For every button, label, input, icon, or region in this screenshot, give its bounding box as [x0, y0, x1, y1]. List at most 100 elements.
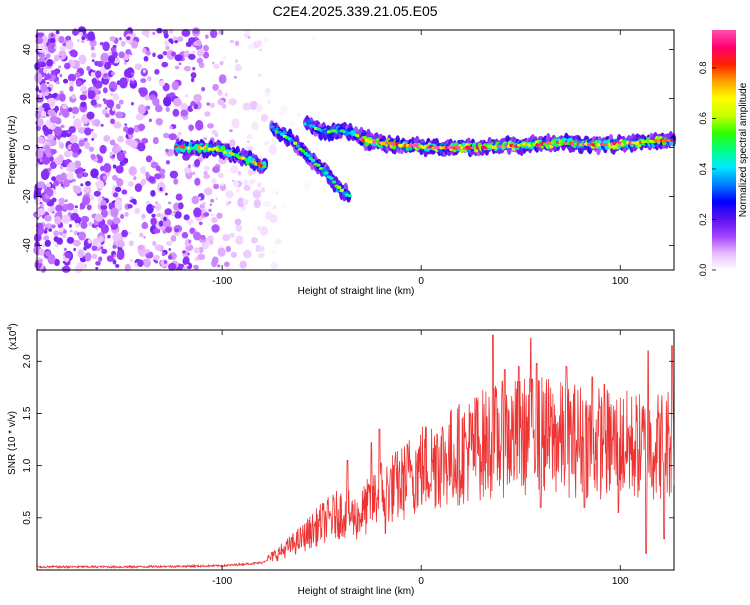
heatmap-cell [219, 61, 224, 66]
heatmap-cell [78, 231, 87, 241]
heatmap-cell [127, 127, 134, 135]
heatmap-cell [295, 112, 302, 119]
heatmap-cell [152, 31, 156, 36]
colorbar-label: Normalized spectral amplitude [738, 82, 749, 217]
heatmap-cell [165, 45, 170, 51]
heatmap-cell [112, 44, 117, 49]
heatmap-cell [186, 218, 194, 226]
heatmap-cell [229, 139, 236, 148]
heatmap-cell [44, 227, 48, 231]
heatmap-cell [74, 205, 78, 209]
heatmap-cell [90, 52, 97, 59]
heatmap-cell [137, 123, 146, 131]
heatmap-cell [129, 258, 133, 262]
heatmap-cell [45, 250, 51, 257]
heatmap-cell [220, 147, 226, 151]
heatmap-cell [172, 108, 180, 117]
heatmap-cell [167, 254, 173, 260]
heatmap-cell [145, 50, 152, 56]
heatmap-cell [102, 87, 108, 94]
heatmap-cell [232, 179, 235, 182]
heatmap-cell [257, 182, 262, 188]
heatmap-cell [177, 131, 182, 136]
heatmap-cell [152, 205, 156, 209]
heatmap-cell [143, 258, 152, 268]
snr-series-line [36, 334, 675, 570]
colorbar-tick-label: 0.2 [698, 213, 708, 226]
heatmap-cell [112, 217, 121, 225]
snr-x-label: Height of straight line (km) [298, 586, 415, 597]
heatmap-cell [188, 53, 196, 60]
heatmap-cell [46, 182, 51, 188]
heatmap-cell [36, 118, 44, 127]
heatmap-cell [300, 149, 306, 153]
heatmap-cell [228, 232, 236, 238]
heatmap-cell [137, 104, 146, 115]
heatmap-cell [118, 99, 124, 105]
heatmap-cell [264, 88, 271, 94]
heatmap-cell [144, 94, 151, 101]
heatmap-cell [239, 260, 247, 269]
heatmap-cell [83, 186, 92, 194]
heatmap-cell [148, 176, 156, 184]
heatmap-cell [163, 132, 170, 139]
heatmap-cell [173, 178, 179, 185]
heatmap-cell [110, 87, 114, 92]
heatmap-cell [263, 36, 270, 43]
heatmap-cell [45, 151, 52, 158]
x-tick-label: 100 [612, 576, 629, 587]
heatmap-cell [134, 183, 143, 193]
heatmap-cell [97, 103, 102, 108]
heatmap-cell [51, 149, 57, 155]
heatmap-cell [120, 214, 125, 220]
heatmap-cell [100, 223, 109, 234]
heatmap-cell [279, 105, 288, 116]
heatmap-cell [162, 50, 168, 56]
heatmap-cell [178, 202, 184, 210]
heatmap-cell [93, 190, 101, 197]
heatmap-cell [143, 236, 146, 239]
heatmap-cell [119, 77, 128, 89]
heatmap-cell [224, 92, 228, 97]
heatmap-cell [58, 65, 62, 69]
heatmap-cell [208, 208, 212, 213]
heatmap-cell [80, 183, 84, 187]
heatmap-cell [45, 73, 52, 80]
colorbar: 0.0 0.2 0.4 0.6 0.8 Normalized spectral ampl… [698, 30, 749, 276]
heatmap-cell [83, 172, 88, 177]
heatmap-cell [311, 159, 316, 163]
heatmap-cell [209, 203, 213, 206]
heatmap-cell [74, 72, 81, 78]
heatmap-cell [93, 221, 98, 226]
heatmap-cell [163, 32, 169, 39]
heatmap-cell [124, 211, 129, 217]
heatmap-cell [155, 118, 163, 126]
heatmap-cell [195, 119, 204, 131]
y-tick-label: 40 [22, 44, 33, 56]
heatmap-cell [40, 169, 50, 181]
heatmap-cell [217, 89, 223, 96]
heatmap-cell [91, 245, 98, 251]
heatmap-cell [95, 70, 102, 79]
heatmap-cell [234, 40, 240, 47]
heatmap-cell [74, 168, 81, 175]
heatmap-cell [106, 255, 114, 262]
x-tick-label: -100 [212, 276, 232, 287]
heatmap-cell [246, 133, 253, 141]
heatmap-cell [101, 248, 108, 255]
heatmap-cell [120, 40, 126, 47]
heatmap-cell [260, 113, 269, 123]
heatmap-cell [168, 262, 177, 271]
heatmap-cell [248, 179, 255, 186]
heatmap-cell [100, 204, 108, 211]
heatmap-cell [84, 141, 91, 150]
heatmap-cell [141, 218, 144, 221]
heatmap-cell [79, 94, 87, 101]
heatmap-cell [269, 214, 278, 224]
heatmap-cell [259, 226, 269, 236]
heatmap-cell [230, 165, 239, 174]
heatmap-cell [202, 51, 210, 59]
heatmap-cell [36, 181, 45, 189]
heatmap-cell [203, 44, 209, 52]
heatmap-cell [170, 235, 177, 242]
